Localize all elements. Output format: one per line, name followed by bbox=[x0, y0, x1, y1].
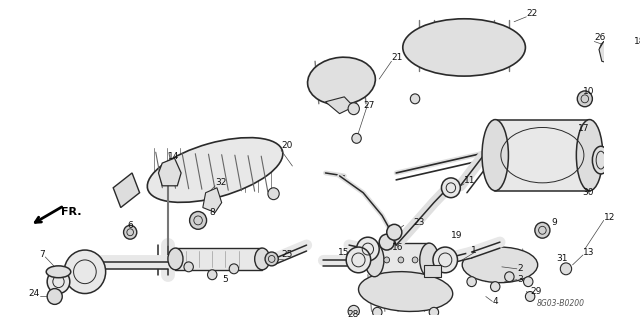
Text: 24: 24 bbox=[28, 289, 40, 298]
Text: 12: 12 bbox=[604, 213, 615, 222]
Circle shape bbox=[265, 252, 278, 266]
Text: 14: 14 bbox=[168, 152, 179, 161]
Circle shape bbox=[600, 41, 617, 58]
Circle shape bbox=[560, 263, 572, 275]
Ellipse shape bbox=[168, 248, 183, 270]
Text: 2: 2 bbox=[517, 264, 522, 273]
Text: 5: 5 bbox=[223, 275, 228, 284]
Circle shape bbox=[577, 91, 593, 107]
Text: 7: 7 bbox=[40, 250, 45, 259]
Text: 28: 28 bbox=[347, 310, 358, 319]
Text: 27: 27 bbox=[363, 101, 374, 110]
Polygon shape bbox=[625, 43, 640, 71]
Ellipse shape bbox=[365, 243, 384, 277]
Circle shape bbox=[348, 103, 360, 115]
Text: 25: 25 bbox=[281, 250, 292, 259]
Circle shape bbox=[47, 270, 70, 293]
Circle shape bbox=[433, 247, 458, 273]
Circle shape bbox=[348, 305, 360, 317]
Bar bbox=[424, 265, 442, 277]
Text: 19: 19 bbox=[451, 231, 462, 240]
Polygon shape bbox=[203, 188, 221, 212]
Circle shape bbox=[379, 234, 394, 250]
Circle shape bbox=[429, 308, 438, 317]
Text: 11: 11 bbox=[464, 176, 476, 185]
Circle shape bbox=[346, 247, 371, 273]
Ellipse shape bbox=[593, 146, 609, 174]
Text: 1: 1 bbox=[470, 246, 476, 255]
Text: 6: 6 bbox=[127, 221, 133, 230]
Circle shape bbox=[387, 224, 402, 240]
Circle shape bbox=[505, 272, 514, 282]
Text: 26: 26 bbox=[595, 33, 605, 42]
Ellipse shape bbox=[462, 247, 538, 283]
Circle shape bbox=[490, 282, 500, 292]
Text: 31: 31 bbox=[556, 255, 568, 263]
Text: 16: 16 bbox=[392, 242, 403, 252]
Circle shape bbox=[268, 188, 279, 200]
Text: 29: 29 bbox=[530, 287, 541, 296]
Text: 20: 20 bbox=[281, 141, 292, 150]
Bar bbox=[495, 120, 589, 191]
Text: 13: 13 bbox=[583, 248, 595, 256]
Text: 3: 3 bbox=[517, 275, 523, 284]
Text: FR.: FR. bbox=[61, 207, 82, 218]
Circle shape bbox=[467, 277, 476, 286]
Polygon shape bbox=[325, 97, 354, 114]
Circle shape bbox=[372, 308, 382, 317]
Circle shape bbox=[124, 225, 137, 239]
Text: 30: 30 bbox=[583, 188, 595, 197]
Text: 21: 21 bbox=[392, 53, 403, 62]
Text: 22: 22 bbox=[526, 9, 538, 18]
Circle shape bbox=[189, 211, 207, 229]
Circle shape bbox=[412, 257, 418, 263]
Circle shape bbox=[410, 94, 420, 104]
Ellipse shape bbox=[308, 57, 375, 105]
Circle shape bbox=[384, 257, 390, 263]
Text: 10: 10 bbox=[583, 87, 595, 96]
Circle shape bbox=[442, 178, 460, 198]
Text: 18: 18 bbox=[634, 37, 640, 46]
Circle shape bbox=[535, 222, 550, 238]
Bar bbox=[374, 243, 429, 277]
Ellipse shape bbox=[255, 248, 270, 270]
Text: 15: 15 bbox=[337, 248, 349, 256]
Ellipse shape bbox=[482, 120, 508, 191]
Circle shape bbox=[525, 292, 535, 301]
Circle shape bbox=[398, 257, 404, 263]
Ellipse shape bbox=[420, 243, 438, 277]
Ellipse shape bbox=[147, 137, 283, 202]
Text: 23: 23 bbox=[413, 218, 424, 227]
Polygon shape bbox=[159, 158, 181, 186]
Circle shape bbox=[356, 237, 379, 261]
Ellipse shape bbox=[577, 120, 603, 191]
Ellipse shape bbox=[46, 266, 71, 278]
Text: 8G03-B0200: 8G03-B0200 bbox=[537, 299, 585, 308]
Polygon shape bbox=[599, 41, 621, 64]
Text: 32: 32 bbox=[215, 178, 227, 187]
Bar bbox=[175, 248, 262, 270]
Circle shape bbox=[184, 262, 193, 272]
Circle shape bbox=[64, 250, 106, 293]
Text: 4: 4 bbox=[492, 297, 498, 306]
Text: 8: 8 bbox=[209, 208, 215, 217]
Ellipse shape bbox=[358, 272, 452, 311]
Circle shape bbox=[207, 270, 217, 280]
Ellipse shape bbox=[403, 19, 525, 76]
Polygon shape bbox=[113, 173, 140, 208]
Circle shape bbox=[229, 264, 239, 274]
Text: 9: 9 bbox=[552, 218, 557, 227]
Circle shape bbox=[524, 277, 533, 286]
Circle shape bbox=[47, 289, 62, 304]
Circle shape bbox=[352, 133, 361, 143]
Text: 17: 17 bbox=[578, 124, 589, 133]
